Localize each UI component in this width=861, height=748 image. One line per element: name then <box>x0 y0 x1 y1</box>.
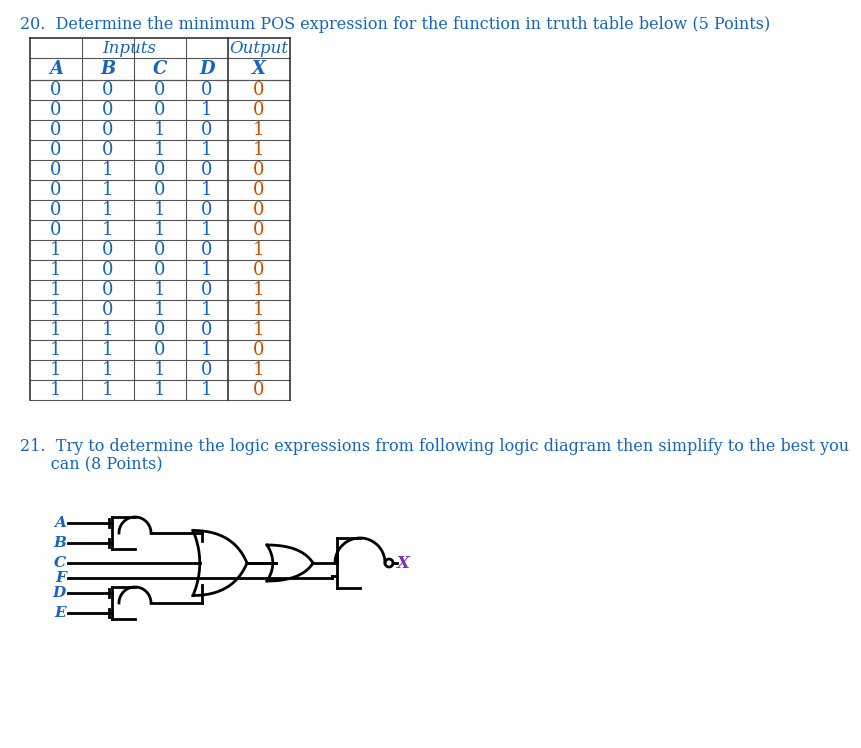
Text: 1: 1 <box>102 181 114 199</box>
Text: 1: 1 <box>253 281 264 299</box>
Text: 1: 1 <box>154 121 165 139</box>
Text: 1: 1 <box>102 361 114 379</box>
Text: 1: 1 <box>50 281 62 299</box>
Text: 0: 0 <box>50 121 62 139</box>
Text: 1: 1 <box>50 301 62 319</box>
Text: Inputs: Inputs <box>102 40 156 57</box>
Text: A: A <box>49 60 63 78</box>
Text: 0: 0 <box>253 261 264 279</box>
Text: 0: 0 <box>154 81 165 99</box>
Text: X: X <box>251 60 266 78</box>
Text: 1: 1 <box>102 321 114 339</box>
Text: C: C <box>53 556 66 570</box>
Text: 0: 0 <box>201 161 213 179</box>
Text: 1: 1 <box>50 381 62 399</box>
Text: 1: 1 <box>201 381 213 399</box>
Text: 0: 0 <box>201 241 213 259</box>
Text: X: X <box>397 554 409 571</box>
Text: 1: 1 <box>201 341 213 359</box>
Text: 1: 1 <box>253 141 264 159</box>
Text: 1: 1 <box>201 141 213 159</box>
Text: 20.  Determine the minimum POS expression for the function in truth table below : 20. Determine the minimum POS expression… <box>20 16 770 33</box>
Text: 0: 0 <box>253 81 264 99</box>
Text: 0: 0 <box>102 261 114 279</box>
Text: 1: 1 <box>50 361 62 379</box>
Text: 0: 0 <box>201 361 213 379</box>
Text: 0: 0 <box>50 221 62 239</box>
Text: 0: 0 <box>201 121 213 139</box>
Text: 0: 0 <box>102 141 114 159</box>
Text: D: D <box>199 60 214 78</box>
Text: 0: 0 <box>253 101 264 119</box>
Text: 1: 1 <box>154 141 165 159</box>
Text: 0: 0 <box>102 301 114 319</box>
Text: 1: 1 <box>154 221 165 239</box>
Text: 1: 1 <box>50 241 62 259</box>
Text: 1: 1 <box>253 321 264 339</box>
Text: 0: 0 <box>154 321 165 339</box>
Text: 0: 0 <box>102 241 114 259</box>
Text: 0: 0 <box>253 221 264 239</box>
Text: 0: 0 <box>201 281 213 299</box>
Text: 0: 0 <box>102 81 114 99</box>
Text: 1: 1 <box>102 341 114 359</box>
Text: 1: 1 <box>201 301 213 319</box>
Text: 0: 0 <box>50 81 62 99</box>
Text: F: F <box>55 571 66 584</box>
Text: 0: 0 <box>154 161 165 179</box>
Text: 0: 0 <box>154 181 165 199</box>
Text: 0: 0 <box>102 281 114 299</box>
Text: 1: 1 <box>253 121 264 139</box>
Text: E: E <box>54 606 66 620</box>
Text: 1: 1 <box>102 201 114 219</box>
Text: 21.  Try to determine the logic expressions from following logic diagram then si: 21. Try to determine the logic expressio… <box>20 438 848 455</box>
Text: 0: 0 <box>50 201 62 219</box>
Text: 0: 0 <box>253 381 264 399</box>
Text: 0: 0 <box>50 101 62 119</box>
Text: 0: 0 <box>50 141 62 159</box>
Text: 1: 1 <box>201 101 213 119</box>
Text: 0: 0 <box>253 201 264 219</box>
Text: 1: 1 <box>201 261 213 279</box>
Text: 1: 1 <box>50 261 62 279</box>
Text: 0: 0 <box>253 181 264 199</box>
Text: 1: 1 <box>154 301 165 319</box>
Text: C: C <box>152 60 167 78</box>
Text: D: D <box>53 586 66 600</box>
Text: can (8 Points): can (8 Points) <box>20 456 163 473</box>
Text: 1: 1 <box>201 181 213 199</box>
Text: 0: 0 <box>50 161 62 179</box>
Text: 0: 0 <box>253 161 264 179</box>
Text: 1: 1 <box>154 361 165 379</box>
Text: 1: 1 <box>154 201 165 219</box>
Text: B: B <box>100 60 115 78</box>
Text: 1: 1 <box>154 381 165 399</box>
Text: 1: 1 <box>154 281 165 299</box>
Text: 1: 1 <box>102 161 114 179</box>
Text: 0: 0 <box>154 101 165 119</box>
Text: 0: 0 <box>102 121 114 139</box>
Text: 1: 1 <box>102 221 114 239</box>
Text: 1: 1 <box>253 301 264 319</box>
Text: 1: 1 <box>253 361 264 379</box>
Text: 1: 1 <box>253 241 264 259</box>
Text: 1: 1 <box>50 341 62 359</box>
Text: A: A <box>54 516 66 530</box>
Text: 0: 0 <box>201 201 213 219</box>
Text: 0: 0 <box>154 341 165 359</box>
Text: 0: 0 <box>154 241 165 259</box>
Text: 0: 0 <box>201 321 213 339</box>
Text: B: B <box>53 536 66 550</box>
Text: 1: 1 <box>50 321 62 339</box>
Text: 0: 0 <box>253 341 264 359</box>
Text: Output: Output <box>229 40 288 57</box>
Text: 0: 0 <box>154 261 165 279</box>
Text: 0: 0 <box>50 181 62 199</box>
Text: 0: 0 <box>201 81 213 99</box>
Text: 0: 0 <box>102 101 114 119</box>
Text: 1: 1 <box>201 221 213 239</box>
Text: 1: 1 <box>102 381 114 399</box>
